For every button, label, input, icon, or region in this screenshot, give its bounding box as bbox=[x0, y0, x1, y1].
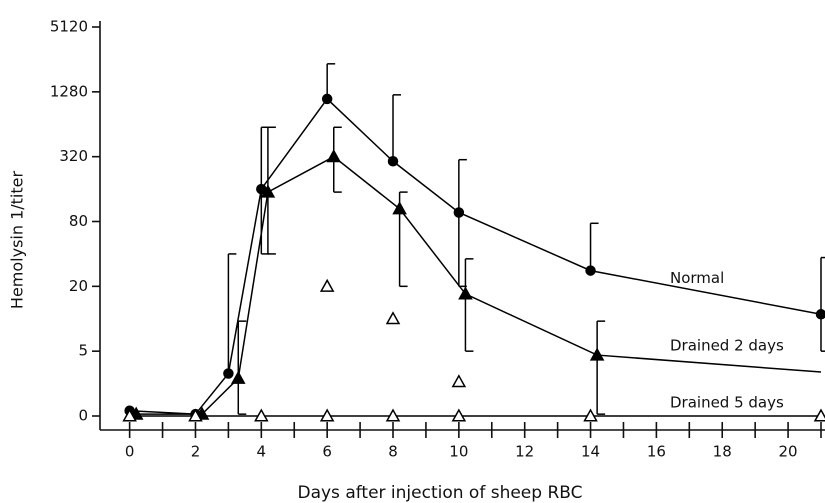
x-tick-label: 6 bbox=[322, 443, 332, 461]
point bbox=[385, 311, 401, 325]
point bbox=[188, 408, 203, 422]
y-tick-label: 1280 bbox=[50, 82, 88, 100]
point bbox=[260, 184, 276, 198]
y-tick-label: 20 bbox=[69, 277, 88, 295]
y-tick-label: 320 bbox=[59, 147, 88, 165]
point bbox=[122, 408, 137, 422]
x-tick-label: 2 bbox=[191, 443, 201, 461]
series-line bbox=[129, 97, 822, 415]
x-axis-label: Days after injection of sheep RBC bbox=[297, 483, 582, 503]
x-tick-label: 0 bbox=[125, 443, 135, 461]
point bbox=[385, 408, 401, 422]
series-label: Drained 2 days bbox=[670, 337, 784, 355]
series-label: Drained 5 days bbox=[670, 394, 784, 412]
point bbox=[321, 93, 333, 105]
point bbox=[319, 408, 335, 422]
point bbox=[254, 408, 269, 422]
x-tick-label: 16 bbox=[647, 443, 666, 461]
x-tick-label: 18 bbox=[713, 443, 732, 461]
y-axis-label: Hemolysin 1/titer bbox=[8, 171, 27, 310]
y-tick-label: 5120 bbox=[50, 18, 88, 36]
point bbox=[230, 370, 246, 384]
point bbox=[387, 156, 399, 167]
point bbox=[815, 309, 825, 320]
point bbox=[458, 286, 473, 300]
x-tick-label: 10 bbox=[449, 443, 468, 461]
point bbox=[223, 368, 234, 379]
y-tick-label: 0 bbox=[78, 407, 88, 425]
point bbox=[589, 347, 605, 361]
x-tick-label: 14 bbox=[581, 443, 600, 461]
x-tick-label: 4 bbox=[257, 443, 267, 461]
point bbox=[392, 201, 407, 215]
point bbox=[453, 207, 465, 218]
point bbox=[585, 265, 596, 276]
point bbox=[451, 408, 467, 422]
point bbox=[451, 374, 467, 388]
x-tick-label: 20 bbox=[779, 443, 798, 461]
x-tick-label: 12 bbox=[515, 443, 534, 461]
point bbox=[813, 408, 825, 422]
y-tick-label: 80 bbox=[69, 212, 88, 230]
point bbox=[583, 408, 598, 422]
x-tick-label: 8 bbox=[388, 443, 398, 461]
y-tick-label: 5 bbox=[78, 342, 88, 360]
point bbox=[326, 149, 342, 163]
point bbox=[319, 278, 335, 292]
series-label: Normal bbox=[670, 269, 724, 287]
